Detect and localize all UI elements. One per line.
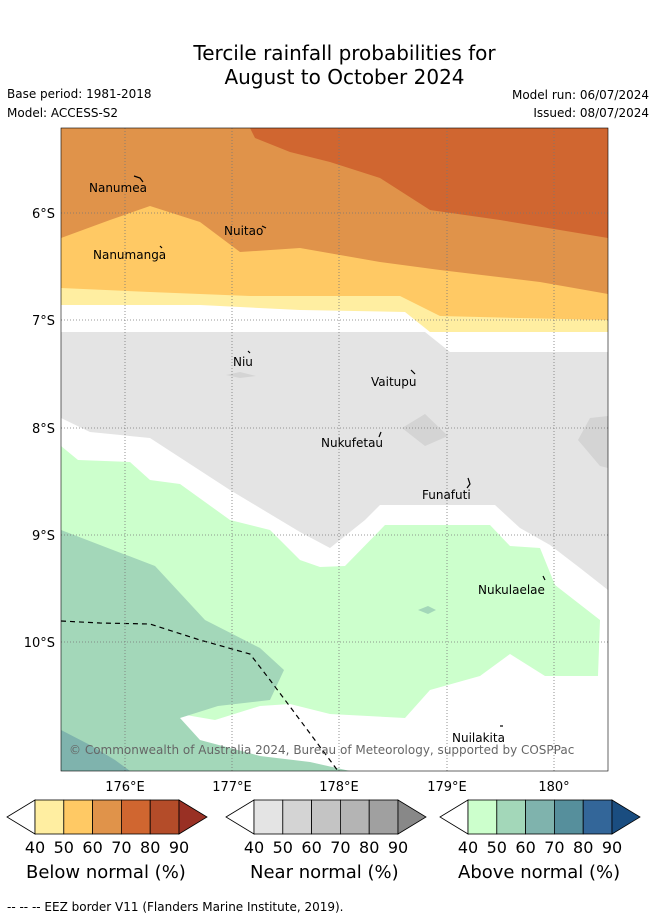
probability-field — [61, 128, 608, 771]
lat-label: 6°S — [32, 207, 55, 222]
longitude-labels: 176°E 177°E 178°E 179°E 180° — [105, 780, 569, 795]
place-label-nanumea: Nanumea — [89, 181, 147, 195]
lon-label: 179°E — [427, 780, 467, 795]
below-70-80-band — [250, 128, 608, 238]
colorbar-segment — [282, 799, 312, 835]
colorbar-tick-label: 60 — [515, 838, 535, 857]
issued-date: Issued: 08/07/2024 — [533, 106, 649, 120]
colorbar-tick-label: 90 — [169, 838, 189, 857]
colorbar-max-arrow — [178, 799, 208, 835]
colorbar-min-arrow — [6, 799, 36, 835]
colorbar-tick-label: 80 — [359, 838, 379, 857]
colorbar-segment — [311, 799, 341, 835]
colorbar-tick-label: 40 — [458, 838, 478, 857]
colorbar-tick-label: 80 — [140, 838, 160, 857]
colorbar-min-arrow — [439, 799, 469, 835]
colorbar-segment — [253, 799, 284, 835]
above-60-70-region — [61, 730, 130, 771]
island-shapes — [133, 175, 546, 727]
lat-label: 9°S — [32, 529, 55, 544]
colorbar-tick-label: 70 — [330, 838, 350, 857]
colorbar-min-arrow — [225, 799, 255, 835]
above-50-60-region — [61, 530, 350, 771]
lat-label: 10°S — [24, 636, 55, 651]
colorbar-tick-label: 60 — [301, 838, 321, 857]
colorbar-above-normal: 40 50 60 70 80 90 — [439, 799, 641, 857]
place-label-nuilakita: Nuilakita — [452, 731, 505, 745]
colorbar-tick-label: 90 — [602, 838, 622, 857]
place-label-vaitupu: Vaitupu — [371, 375, 417, 389]
title-line-1: Tercile rainfall probabilities for — [193, 41, 496, 65]
colorbar-tick-label: 90 — [388, 838, 408, 857]
place-label-nukufetau: Nukufetau — [321, 436, 383, 450]
copyright-notice: © Commonwealth of Australia 2024, Bureau… — [69, 743, 574, 757]
colorbar-tick-label: 40 — [244, 838, 264, 857]
colorbar-near-normal: 40 50 60 70 80 90 — [225, 799, 427, 857]
colorbar-segment — [339, 799, 370, 835]
colorbar-tick-label: 50 — [273, 838, 293, 857]
lat-label: 7°S — [32, 314, 55, 329]
lon-label: 176°E — [105, 780, 145, 795]
colorbar-segment — [63, 799, 93, 835]
colorbar-title-above: Above normal (%) — [458, 862, 621, 883]
latitude-labels: 6°S 7°S 8°S 9°S 10°S — [24, 207, 55, 651]
colorbar-segment — [554, 799, 584, 835]
colorbar-segment — [121, 799, 151, 835]
colorbar-segment — [467, 799, 498, 835]
colorbar-segment — [525, 799, 555, 835]
colorbar-max-arrow — [397, 799, 427, 835]
colorbar-tick-label: 80 — [573, 838, 593, 857]
place-label-funafuti: Funafuti — [422, 488, 471, 502]
colorbar-segment — [368, 799, 399, 835]
lon-label: 180° — [538, 780, 569, 795]
map-frame — [60, 127, 609, 772]
near-patch-small — [226, 372, 256, 378]
colorbar-tick-label: 70 — [544, 838, 564, 857]
place-label-nukulaelae: Nukulaelae — [478, 583, 545, 597]
place-label-nuitao: Nuitao — [224, 224, 263, 238]
colorbar-title-below: Below normal (%) — [26, 862, 186, 883]
colorbar-tick-label: 50 — [54, 838, 74, 857]
lon-label: 177°E — [212, 780, 252, 795]
place-label-niu: Niu — [233, 355, 253, 369]
model-name: Model: ACCESS-S2 — [7, 106, 119, 120]
colorbar-segment — [149, 799, 180, 835]
eez-legend: -- -- -- EEZ border V11 (Flanders Marine… — [7, 900, 344, 914]
near-50-60-patch — [402, 414, 448, 446]
lon-label: 178°E — [319, 780, 359, 795]
model-run: Model run: 06/07/2024 — [511, 88, 649, 102]
colorbar-segment — [92, 799, 122, 835]
gridlines — [61, 128, 608, 771]
colorbar-below-normal: 40 50 60 70 80 90 — [6, 799, 208, 857]
colorbar-segment — [582, 799, 613, 835]
colorbar-title-near: Near normal (%) — [250, 862, 399, 883]
base-period: Base period: 1981-2018 — [7, 87, 152, 101]
colorbar-tick-label: 40 — [25, 838, 45, 857]
eez-border-line — [61, 620, 339, 771]
colorbar-tick-label: 70 — [111, 838, 131, 857]
chart-title: Tercile rainfall probabilities for Augus… — [0, 41, 655, 89]
colorbar-max-arrow — [611, 799, 641, 835]
colorbar-tick-label: 50 — [487, 838, 507, 857]
place-label-nanumanga: Nanumanga — [93, 248, 166, 262]
near-50-60-patch — [578, 416, 608, 468]
colorbar-tick-label: 60 — [82, 838, 102, 857]
colorbar-segment — [496, 799, 526, 835]
colorbar-segment — [34, 799, 65, 835]
lat-label: 8°S — [32, 422, 55, 437]
near-patch-small — [418, 606, 436, 614]
title-line-2: August to October 2024 — [224, 65, 465, 89]
